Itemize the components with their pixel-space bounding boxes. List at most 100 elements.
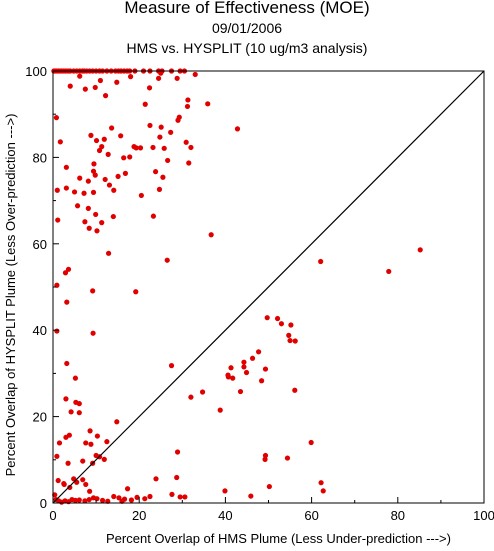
data-point bbox=[199, 389, 206, 395]
data-point bbox=[80, 477, 86, 483]
chart-title: Measure of Effectiveness (MOE) bbox=[124, 0, 370, 17]
data-point bbox=[93, 211, 99, 218]
data-point bbox=[153, 476, 159, 482]
data-point bbox=[264, 315, 270, 321]
data-point bbox=[114, 419, 120, 425]
data-point bbox=[118, 133, 124, 139]
data-point bbox=[109, 125, 115, 131]
data-point bbox=[176, 114, 182, 120]
data-point bbox=[105, 250, 112, 256]
data-point bbox=[102, 93, 109, 99]
data-point bbox=[54, 328, 60, 334]
data-point bbox=[81, 190, 87, 196]
data-point bbox=[88, 132, 94, 138]
data-point bbox=[101, 456, 107, 462]
data-point bbox=[68, 409, 74, 415]
data-point bbox=[76, 497, 82, 503]
data-point bbox=[241, 359, 247, 365]
data-point bbox=[64, 299, 70, 305]
data-point bbox=[152, 169, 159, 175]
data-point bbox=[83, 481, 89, 488]
data-point bbox=[128, 497, 135, 503]
data-point bbox=[292, 387, 298, 393]
data-point bbox=[168, 363, 175, 369]
data-point bbox=[82, 498, 88, 504]
data-point bbox=[134, 494, 140, 500]
data-point bbox=[292, 338, 298, 344]
data-point bbox=[99, 497, 106, 504]
data-point bbox=[71, 476, 77, 482]
data-point bbox=[168, 129, 174, 135]
data-point bbox=[53, 115, 60, 121]
y-tick-label: 100 bbox=[25, 64, 47, 79]
data-point bbox=[90, 168, 97, 174]
data-point bbox=[86, 225, 92, 231]
data-point bbox=[115, 173, 121, 180]
data-point bbox=[208, 232, 214, 238]
data-point bbox=[110, 213, 116, 220]
data-point bbox=[158, 70, 164, 76]
data-point bbox=[67, 83, 73, 89]
data-point bbox=[237, 388, 244, 395]
chart-date: 09/01/2006 bbox=[211, 20, 283, 36]
y-tick-label: 40 bbox=[33, 323, 47, 338]
data-point bbox=[82, 86, 88, 92]
data-point bbox=[174, 75, 180, 81]
data-point bbox=[90, 330, 96, 336]
y-tick-label: 20 bbox=[33, 410, 47, 425]
data-point bbox=[85, 205, 91, 211]
data-point bbox=[164, 257, 170, 263]
data-point bbox=[106, 182, 113, 188]
data-point bbox=[192, 71, 198, 78]
data-point bbox=[155, 75, 162, 81]
data-point bbox=[91, 161, 97, 167]
data-point bbox=[67, 484, 73, 491]
data-point bbox=[97, 77, 104, 84]
data-point bbox=[83, 440, 89, 446]
data-point bbox=[278, 321, 285, 327]
data-point bbox=[182, 494, 188, 500]
data-point bbox=[72, 497, 79, 504]
data-point bbox=[90, 288, 96, 294]
data-point bbox=[147, 122, 153, 129]
x-tick-label: 80 bbox=[391, 508, 405, 523]
chart-subtitle: HMS vs. HYSPLIT (10 ug/m3 analysis) bbox=[126, 40, 368, 56]
title-block: Measure of Effectiveness (MOE) 09/01/200… bbox=[0, 0, 494, 58]
x-tick-label: 40 bbox=[218, 508, 232, 523]
data-point bbox=[92, 172, 98, 178]
data-point bbox=[63, 185, 69, 191]
data-point bbox=[85, 178, 91, 184]
data-point bbox=[116, 495, 122, 501]
data-point bbox=[122, 170, 129, 176]
data-point bbox=[127, 154, 133, 160]
data-point bbox=[54, 453, 60, 459]
data-point bbox=[63, 396, 69, 402]
y-axis-label: Percent Overlap of HYSPLIT Plume (Less O… bbox=[3, 114, 18, 477]
x-tick-label: 60 bbox=[304, 508, 318, 523]
data-point bbox=[101, 136, 107, 142]
data-point bbox=[320, 488, 326, 494]
data-point bbox=[174, 449, 181, 455]
data-point bbox=[76, 401, 82, 407]
data-point bbox=[99, 144, 105, 150]
data-point bbox=[127, 74, 134, 80]
data-point bbox=[111, 187, 117, 193]
data-point bbox=[156, 186, 163, 192]
data-point bbox=[160, 174, 166, 180]
data-point bbox=[121, 155, 127, 161]
data-point bbox=[262, 456, 268, 462]
data-point bbox=[222, 488, 228, 494]
data-point bbox=[63, 434, 69, 440]
data-point bbox=[147, 493, 153, 500]
data-point bbox=[284, 455, 291, 461]
data-point bbox=[124, 486, 131, 492]
data-point bbox=[137, 145, 144, 151]
data-point bbox=[183, 139, 189, 145]
data-point bbox=[63, 164, 69, 170]
data-point bbox=[186, 160, 192, 166]
data-point bbox=[230, 375, 236, 381]
data-point bbox=[262, 366, 269, 372]
data-point bbox=[102, 176, 108, 183]
data-point bbox=[65, 460, 71, 466]
